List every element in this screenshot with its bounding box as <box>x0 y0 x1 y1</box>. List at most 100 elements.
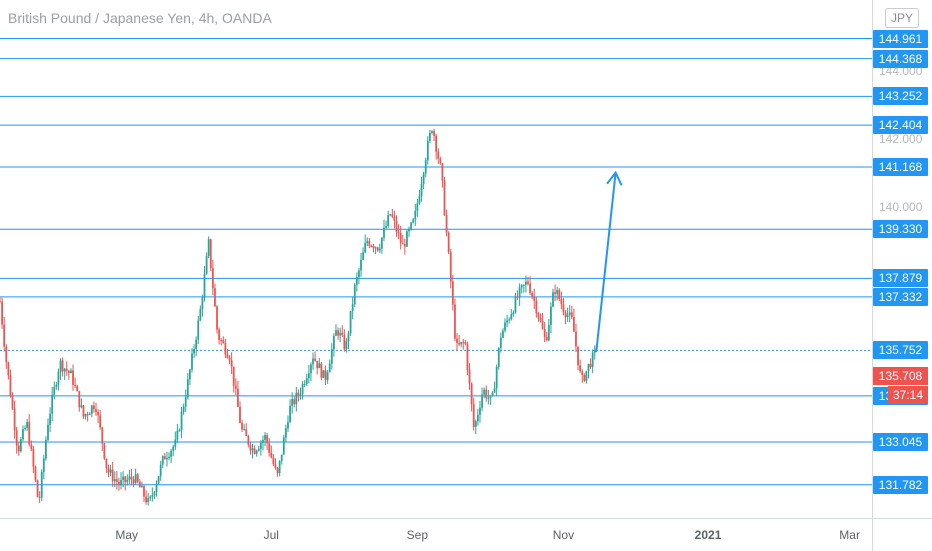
candle-body <box>587 363 590 371</box>
candle-body <box>380 237 383 249</box>
price-scale[interactable]: 144.000 142.000 140.000 <box>872 0 932 518</box>
candle-body <box>130 476 133 480</box>
axis-corner <box>872 518 932 551</box>
candle-body <box>424 160 427 174</box>
price-plot[interactable] <box>0 0 872 518</box>
projection-arrow-shaft[interactable] <box>595 172 617 353</box>
candle-body <box>385 225 387 228</box>
candle-body <box>186 379 189 398</box>
candle-body <box>353 284 356 305</box>
candle-body <box>537 313 540 318</box>
candle-body <box>341 332 344 336</box>
candle-body <box>410 222 413 229</box>
candle-body <box>109 469 112 473</box>
candle-body <box>197 320 200 340</box>
candle-body <box>593 349 596 353</box>
candle-body <box>332 335 335 350</box>
candle-body <box>418 196 421 204</box>
candle-body <box>122 476 125 480</box>
candle-body <box>502 330 504 338</box>
level-price-label[interactable]: 139.330 <box>873 220 928 239</box>
candle-body <box>287 422 289 429</box>
candle-body <box>78 391 81 408</box>
candle-body <box>84 414 87 417</box>
candle-body <box>572 317 575 332</box>
projection-arrow-head[interactable] <box>606 170 623 186</box>
candle-body <box>335 330 337 336</box>
candle-body <box>493 388 496 393</box>
candle-body <box>431 131 433 133</box>
level-price-label[interactable]: 131.782 <box>873 475 928 494</box>
candle-body <box>19 439 22 452</box>
candle-body <box>174 439 177 447</box>
candle-body <box>214 288 216 307</box>
candle-body <box>552 292 554 307</box>
candle-body <box>3 324 6 347</box>
candle-body <box>435 135 438 152</box>
candle-body <box>40 471 43 498</box>
candle-body <box>495 367 498 389</box>
candle-body <box>437 151 440 159</box>
candle-body <box>270 452 273 458</box>
candle-body <box>491 392 494 396</box>
candle-body <box>9 375 12 397</box>
level-price-label[interactable]: 135.752 <box>873 341 928 360</box>
currency-button[interactable]: JPY <box>885 8 919 28</box>
candle-body <box>163 456 166 460</box>
candle-body <box>222 340 225 343</box>
candle-body <box>412 219 415 223</box>
candle-body <box>516 296 519 298</box>
level-price-label[interactable]: 141.168 <box>873 157 928 176</box>
candle-body <box>199 308 202 321</box>
candle-body <box>80 405 83 408</box>
candle-body <box>111 469 114 482</box>
level-price-label[interactable]: 144.368 <box>873 49 928 68</box>
candle-body <box>518 287 521 298</box>
candle-body <box>406 231 408 247</box>
candle-body <box>397 231 400 234</box>
level-price-label[interactable]: 137.879 <box>873 269 928 288</box>
candle-body <box>126 479 129 483</box>
candle-body <box>136 474 139 482</box>
candle-body <box>53 386 56 395</box>
candle-body <box>426 140 429 161</box>
time-axis[interactable]: May Jul Sep Nov 2021 Mar <box>0 518 872 551</box>
candle-body <box>543 328 546 338</box>
level-price-label[interactable]: 133.045 <box>873 432 928 451</box>
candle-body <box>182 406 185 412</box>
candle-body <box>318 363 321 369</box>
candle-body <box>362 252 365 260</box>
candle-body <box>374 247 377 249</box>
candle-body <box>562 304 565 313</box>
candle-body <box>17 445 20 452</box>
level-price-label[interactable]: 143.252 <box>873 87 928 106</box>
candle-body <box>337 330 339 336</box>
candle-body <box>266 435 269 444</box>
candle-body <box>533 296 536 301</box>
candle-body <box>0 301 1 303</box>
candle-body <box>195 339 198 349</box>
candle-body <box>230 360 233 367</box>
level-price-label[interactable]: 144.961 <box>873 29 928 48</box>
candle-body <box>282 437 285 455</box>
candle-body <box>211 268 214 289</box>
candle-body <box>531 292 534 297</box>
level-price-label[interactable]: 142.404 <box>873 116 928 135</box>
level-price-label[interactable]: 137.332 <box>873 287 928 306</box>
candle-body <box>99 415 102 428</box>
candle-body <box>55 384 58 387</box>
candle-body <box>280 454 283 461</box>
candle-body <box>466 344 469 370</box>
candle-body <box>564 312 567 317</box>
candle-body <box>439 158 442 164</box>
candle-body <box>403 244 406 247</box>
candle-body <box>414 210 417 220</box>
candle-body <box>155 483 158 493</box>
candle-body <box>72 370 74 385</box>
candle-body <box>497 347 500 368</box>
candle-body <box>472 404 475 427</box>
candle-body <box>395 220 398 232</box>
candle-body <box>284 428 287 438</box>
candle-body <box>22 429 24 440</box>
candle-body <box>483 389 486 395</box>
